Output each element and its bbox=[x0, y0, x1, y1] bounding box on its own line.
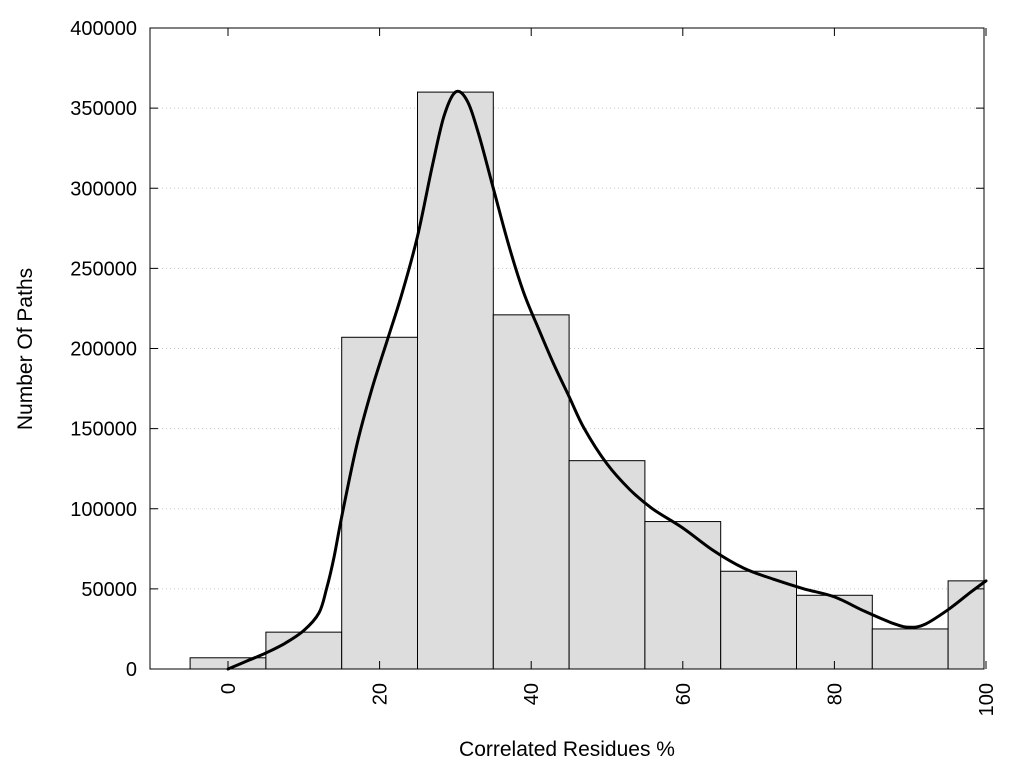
density-curve bbox=[226, 89, 988, 671]
histogram-bar bbox=[720, 570, 798, 670]
x-tick-label: 100 bbox=[976, 683, 998, 716]
density-curve-group bbox=[226, 89, 988, 671]
y-tick-label: 50000 bbox=[81, 579, 137, 601]
y-tick-label: 300000 bbox=[70, 178, 137, 200]
x-axis-ticks: 0 20 40 60 80 100 bbox=[218, 28, 998, 716]
histogram-bar bbox=[644, 521, 722, 670]
x-tick-label: 40 bbox=[521, 683, 543, 705]
histogram-bar bbox=[871, 628, 949, 670]
y-tick-label: 0 bbox=[126, 659, 137, 681]
y-tick-label: 150000 bbox=[70, 419, 137, 441]
x-tick-label: 0 bbox=[218, 683, 240, 694]
y-axis-ticks: 0 50000 100000 150000 200000 250000 300000 3500… bbox=[70, 18, 984, 681]
x-tick-label: 60 bbox=[673, 683, 695, 705]
y-tick-label: 100000 bbox=[70, 499, 137, 521]
y-tick-label: 350000 bbox=[70, 98, 137, 120]
histogram-bar bbox=[341, 336, 419, 670]
x-tick-label: 20 bbox=[370, 683, 392, 705]
y-tick-label: 250000 bbox=[70, 258, 137, 280]
x-tick-label: 80 bbox=[824, 683, 846, 705]
histogram-bar bbox=[417, 91, 494, 670]
histogram-bar bbox=[568, 460, 646, 670]
histogram-bar bbox=[492, 314, 570, 670]
bars bbox=[189, 91, 985, 670]
histogram-bar bbox=[265, 631, 343, 670]
x-axis-label: Correlated Residues % bbox=[459, 738, 675, 761]
histogram-bar bbox=[796, 594, 873, 670]
y-axis-label: Number Of Paths bbox=[14, 268, 37, 430]
y-tick-label: 200000 bbox=[70, 339, 137, 361]
y-tick-label: 400000 bbox=[70, 18, 137, 40]
